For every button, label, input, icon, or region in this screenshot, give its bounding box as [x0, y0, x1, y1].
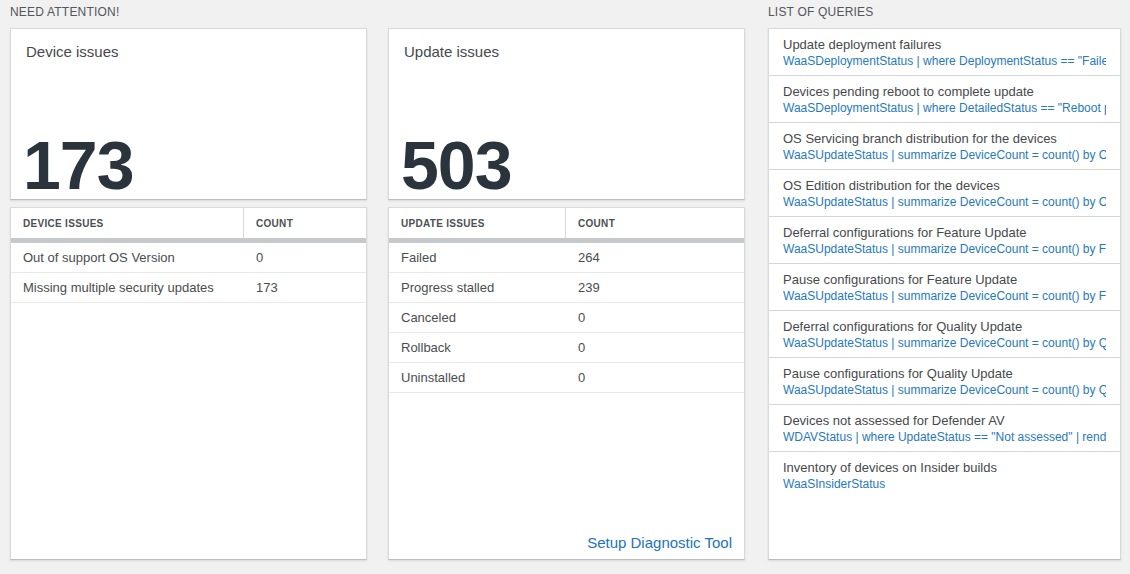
query-title: Devices pending reboot to complete updat…	[783, 83, 1106, 100]
query-item[interactable]: Pause configurations for Feature Update …	[769, 264, 1120, 311]
update-issues-table-header: UPDATE ISSUES COUNT	[389, 208, 744, 238]
update-issues-tile[interactable]: Update issues 503	[388, 28, 745, 200]
device-issues-count: 173	[23, 131, 133, 199]
query-title: Pause configurations for Feature Update	[783, 271, 1106, 288]
query-item[interactable]: OS Edition distribution for the devices …	[769, 170, 1120, 217]
issue-count: 173	[244, 280, 366, 295]
issue-label: Uninstalled	[389, 370, 566, 385]
issue-count: 0	[566, 340, 744, 355]
table-row[interactable]: Progress stalled 239	[389, 273, 744, 303]
query-text: WaaSUpdateStatus | summarize DeviceCount…	[783, 194, 1106, 210]
query-text: WaaSUpdateStatus | summarize DeviceCount…	[783, 147, 1106, 163]
query-text: WaaSDeploymentStatus | where DeploymentS…	[783, 53, 1106, 69]
device-issues-table-card: DEVICE ISSUES COUNT Out of support OS Ve…	[10, 207, 367, 560]
query-item[interactable]: Deferral configurations for Feature Upda…	[769, 217, 1120, 264]
query-title: Inventory of devices on Insider builds	[783, 459, 1106, 476]
table-row[interactable]: Rollback 0	[389, 333, 744, 363]
query-text: WaaSInsiderStatus	[783, 476, 1106, 492]
query-title: Update deployment failures	[783, 36, 1106, 53]
issue-count: 0	[566, 370, 744, 385]
table-row[interactable]: Failed 264	[389, 243, 744, 273]
need-attention-header: NEED ATTENTION!	[10, 5, 119, 19]
query-text: WaaSUpdateStatus | summarize DeviceCount…	[783, 288, 1106, 304]
query-item[interactable]: Update deployment failures WaaSDeploymen…	[769, 29, 1120, 76]
issue-label: Rollback	[389, 340, 566, 355]
query-text: WDAVStatus | where UpdateStatus == "Not …	[783, 429, 1106, 445]
list-of-queries-header: LIST OF QUERIES	[768, 5, 873, 19]
query-title: Deferral configurations for Quality Upda…	[783, 318, 1106, 335]
update-issues-table-card: UPDATE ISSUES COUNT Failed 264 Progress …	[388, 207, 745, 560]
table-row[interactable]: Uninstalled 0	[389, 363, 744, 393]
device-issues-table-header: DEVICE ISSUES COUNT	[11, 208, 366, 238]
query-title: OS Edition distribution for the devices	[783, 177, 1106, 194]
query-text: WaaSUpdateStatus | summarize DeviceCount…	[783, 382, 1106, 398]
issue-count: 0	[244, 250, 366, 265]
device-issues-tile[interactable]: Device issues 173	[10, 28, 367, 200]
query-item[interactable]: Pause configurations for Quality Update …	[769, 358, 1120, 405]
device-issues-title: Device issues	[26, 43, 119, 60]
count-column-header: COUNT	[566, 218, 744, 229]
update-issues-title: Update issues	[404, 43, 499, 60]
setup-diagnostic-tool-link[interactable]: Setup Diagnostic Tool	[587, 534, 732, 551]
issue-label: Failed	[389, 250, 566, 265]
table-row[interactable]: Out of support OS Version 0	[11, 243, 366, 273]
query-text: WaaSDeploymentStatus | where DetailedSta…	[783, 100, 1106, 116]
query-item[interactable]: Deferral configurations for Quality Upda…	[769, 311, 1120, 358]
query-item[interactable]: OS Servicing branch distribution for the…	[769, 123, 1120, 170]
issue-count: 264	[566, 250, 744, 265]
query-item[interactable]: Devices pending reboot to complete updat…	[769, 76, 1120, 123]
issue-label: Missing multiple security updates	[11, 280, 244, 295]
query-title: OS Servicing branch distribution for the…	[783, 130, 1106, 147]
issue-label: Progress stalled	[389, 280, 566, 295]
query-item[interactable]: Inventory of devices on Insider builds W…	[769, 452, 1120, 499]
update-issues-count: 503	[401, 131, 511, 199]
issue-label: Out of support OS Version	[11, 250, 244, 265]
query-title: Deferral configurations for Feature Upda…	[783, 224, 1106, 241]
query-text: WaaSUpdateStatus | summarize DeviceCount…	[783, 335, 1106, 351]
table-row[interactable]: Missing multiple security updates 173	[11, 273, 366, 303]
issue-count: 0	[566, 310, 744, 325]
query-title: Devices not assessed for Defender AV	[783, 412, 1106, 429]
issue-count: 239	[566, 280, 744, 295]
query-text: WaaSUpdateStatus | summarize DeviceCount…	[783, 241, 1106, 257]
count-column-header: COUNT	[244, 218, 366, 229]
query-title: Pause configurations for Quality Update	[783, 365, 1106, 382]
table-row[interactable]: Canceled 0	[389, 303, 744, 333]
issue-label: Canceled	[389, 310, 566, 325]
query-item[interactable]: Devices not assessed for Defender AV WDA…	[769, 405, 1120, 452]
device-issues-column-header: DEVICE ISSUES	[11, 218, 104, 229]
list-of-queries-card: Update deployment failures WaaSDeploymen…	[768, 28, 1121, 560]
update-issues-column-header: UPDATE ISSUES	[389, 218, 485, 229]
